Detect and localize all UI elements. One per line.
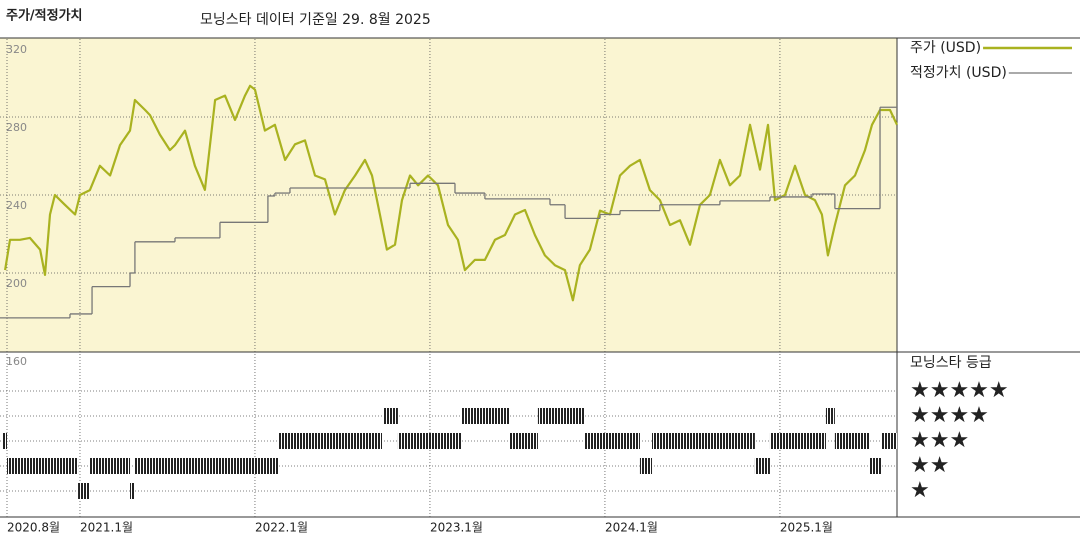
rating-bar [461, 408, 510, 424]
rating-bar [78, 483, 90, 499]
y-tick-label: 320 [6, 43, 27, 56]
rating-title: 모닝스타 등급 [910, 355, 992, 371]
rating-level-label: ★★★★★ [910, 378, 1009, 403]
legend-label: 주가 (USD) [910, 40, 981, 56]
y-tick-label: 160 [6, 355, 27, 368]
y-tick-label: 200 [6, 277, 27, 290]
rating-bar [754, 458, 770, 474]
rating-bar [834, 433, 870, 449]
rating-level-label: ★ [910, 478, 930, 503]
rating-bar [825, 408, 835, 424]
rating-level-label: ★★★★ [910, 403, 989, 428]
x-tick-label: 2022.1월 [255, 521, 308, 535]
rating-bar [278, 433, 383, 449]
x-tick-label: 2024.1월 [605, 521, 658, 535]
y-tick-label: 240 [6, 199, 27, 212]
rating-bar [509, 433, 538, 449]
rating-bar [881, 433, 897, 449]
x-tick-label: 2023.1월 [430, 521, 483, 535]
rating-bar [584, 433, 640, 449]
legend-label: 적정가치 (USD) [910, 65, 1007, 81]
rating-bar [397, 433, 462, 449]
x-tick-label: 2020.8월 [7, 521, 60, 535]
rating-bar [383, 408, 398, 424]
rating-bar [869, 458, 882, 474]
rating-level-label: ★★★ [910, 428, 969, 453]
price-line [4, 84, 898, 302]
rating-bar [2, 433, 7, 449]
rating-bar [130, 483, 135, 499]
rating-bar [769, 433, 826, 449]
rating-bar [652, 433, 755, 449]
x-tick-label: 2021.1월 [80, 521, 133, 535]
chart-title: 주가/적정가치 [6, 8, 83, 24]
x-tick-label: 2025.1월 [780, 521, 833, 535]
y-tick-label: 280 [6, 121, 27, 134]
rating-bar [134, 458, 279, 474]
chart-subtitle: 모닝스타 데이터 기준일 29. 8월 2025 [200, 12, 431, 28]
rating-bar [6, 458, 79, 474]
rating-bar [537, 408, 585, 424]
rating-bar [639, 458, 653, 474]
rating-level-label: ★★ [910, 453, 949, 478]
rating-bar [89, 458, 131, 474]
